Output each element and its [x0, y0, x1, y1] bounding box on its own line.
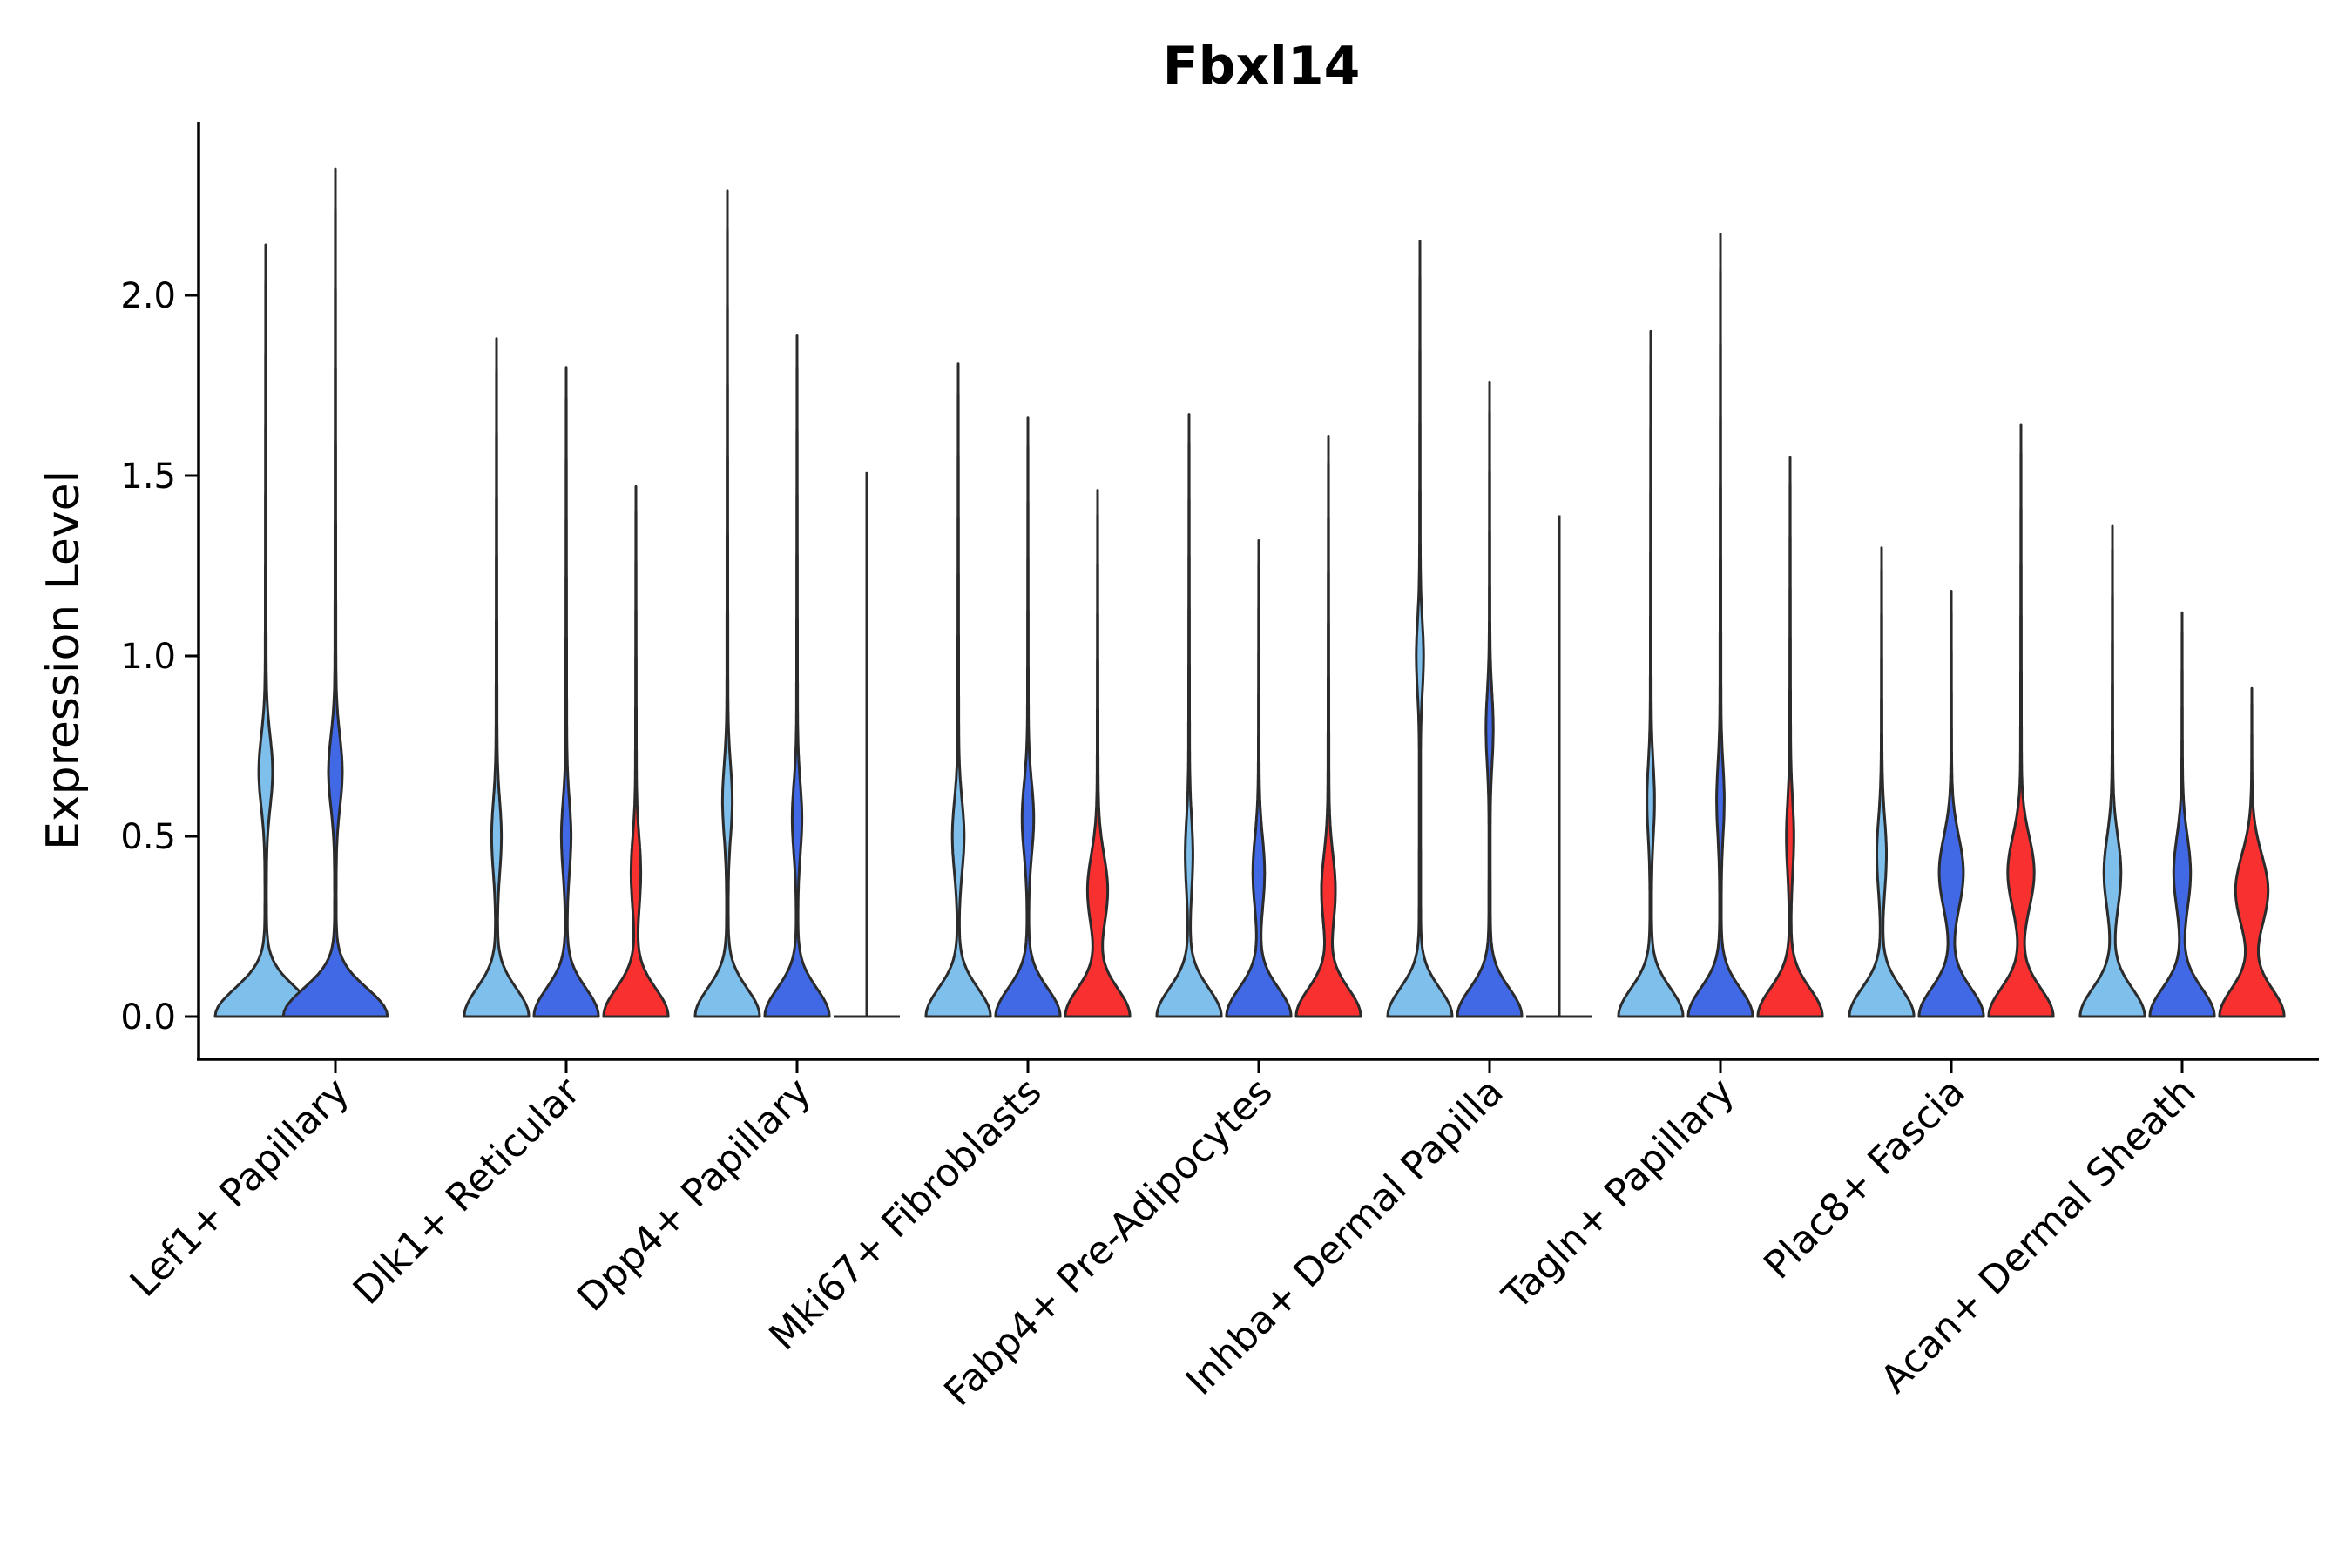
y-tick-label: 1.5	[120, 456, 176, 497]
violin-group-1-4	[1155, 413, 1223, 1018]
violin-group-3-1	[602, 484, 670, 1018]
y-axis-title: Expression Level	[37, 470, 90, 850]
violin-group-1-8	[2078, 524, 2146, 1018]
violin-group-3-6	[1756, 456, 1824, 1018]
violin-group-1-0	[213, 243, 318, 1018]
y-ticks: 0.0 0.5 1.0 1.5 2.0	[120, 276, 199, 1037]
violin-group-1-2	[693, 189, 761, 1018]
violin-group	[213, 167, 2286, 1018]
violin-group-3-4	[1294, 435, 1362, 1018]
violin-group-2-6	[1686, 233, 1754, 1018]
y-tick-label: 2.0	[120, 276, 176, 316]
violin-group-2-5	[1456, 380, 1524, 1018]
violin-group-3-5	[1526, 515, 1592, 1018]
violin-group-1-5	[1386, 240, 1454, 1018]
chart-title: Fbxl14	[1163, 36, 1361, 97]
violin-group-2-4	[1225, 539, 1293, 1018]
y-tick-label: 1.0	[120, 637, 176, 677]
violin-group-2-8	[2148, 611, 2216, 1018]
violin-group-1-7	[1848, 546, 1916, 1018]
violin-group-2-1	[532, 366, 600, 1018]
violin-group-1-3	[924, 362, 992, 1018]
violin-group-2-3	[994, 416, 1062, 1018]
violin-group-3-3	[1064, 489, 1132, 1018]
violin-group-3-8	[2218, 686, 2286, 1018]
violin-group-3-2	[834, 471, 900, 1018]
violin-group-1-6	[1617, 329, 1685, 1018]
x-tick-label: Lef1+ Papillary	[122, 1070, 358, 1306]
x-tick-label: Tagln+ Papillary	[1494, 1070, 1743, 1319]
violin-group-2-7	[1917, 590, 1985, 1018]
violin-group-1-1	[463, 337, 531, 1018]
x-tick-label: Dpp4+ Papillary	[569, 1070, 820, 1321]
x-tick-label: Dlk1+ Reticular	[345, 1069, 590, 1314]
y-tick-label: 0.0	[120, 997, 176, 1037]
violin-group-2-2	[763, 334, 831, 1018]
violin-group-3-7	[1987, 423, 2055, 1018]
y-tick-label: 0.5	[120, 817, 176, 857]
violin-group-2-0	[281, 167, 389, 1018]
x-tick-label: Plac8+ Fascia	[1755, 1070, 1974, 1288]
